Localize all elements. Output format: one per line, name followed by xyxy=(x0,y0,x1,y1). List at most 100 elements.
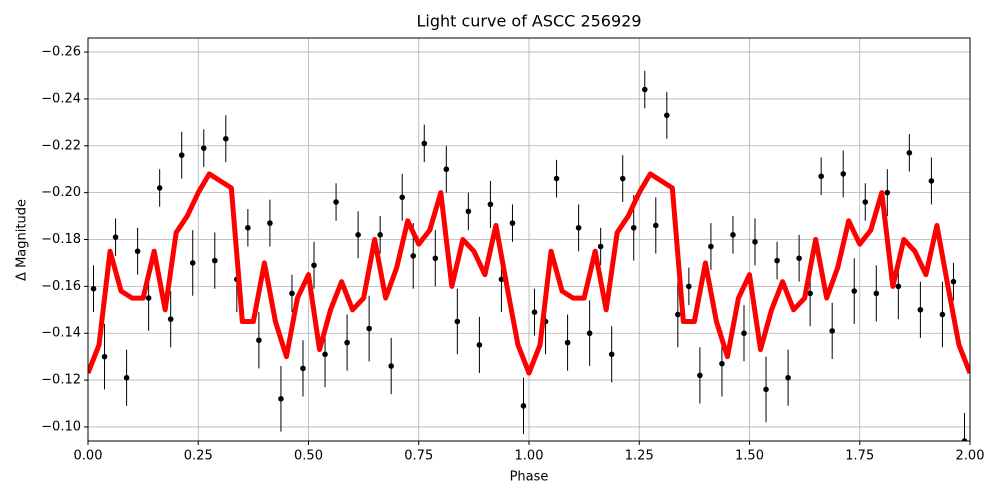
data-point xyxy=(112,234,119,240)
data-point xyxy=(189,260,196,266)
data-point xyxy=(796,255,802,262)
data-point xyxy=(156,185,163,191)
data-point xyxy=(553,175,560,182)
data-point xyxy=(410,253,417,259)
data-point xyxy=(454,318,461,325)
data-point xyxy=(178,152,185,158)
data-point xyxy=(719,360,725,367)
data-point xyxy=(278,396,284,402)
y-tick-label: −0.14 xyxy=(41,326,81,341)
data-point xyxy=(785,374,791,381)
x-tick-label: 0.00 xyxy=(74,449,103,464)
data-point xyxy=(476,342,483,348)
y-tick-label: −0.22 xyxy=(41,138,81,153)
y-tick-label: −0.16 xyxy=(41,279,81,294)
data-point xyxy=(619,175,626,182)
data-point xyxy=(377,232,383,238)
data-point xyxy=(664,112,670,119)
y-tick-label: −0.20 xyxy=(41,185,81,200)
data-point xyxy=(344,339,350,346)
data-point xyxy=(245,224,251,231)
data-point xyxy=(388,363,394,369)
data-point xyxy=(123,374,130,381)
y-tick-label: −0.26 xyxy=(41,45,81,60)
ticks: 0.00 0.25 0.50 0.75 1.00 1.25 1.50 1.75 2.00 −0.1… xyxy=(41,45,984,464)
data-point xyxy=(807,290,813,297)
data-point xyxy=(167,316,174,322)
data-point xyxy=(840,171,847,177)
data-point xyxy=(961,438,968,441)
data-point xyxy=(134,248,141,255)
x-tick-label: 1.50 xyxy=(735,449,764,464)
data-point xyxy=(300,365,306,372)
data-point xyxy=(399,194,406,201)
data-point xyxy=(730,232,736,238)
data-point xyxy=(101,353,108,360)
data-point xyxy=(575,224,582,231)
data-point xyxy=(366,325,372,332)
data-point xyxy=(311,262,317,269)
y-tick-label: −0.24 xyxy=(41,91,81,106)
data-point xyxy=(884,189,891,196)
data-point xyxy=(862,199,869,205)
data-point xyxy=(421,140,428,147)
data-point xyxy=(256,337,262,344)
data-point xyxy=(752,239,758,245)
data-point xyxy=(630,224,637,231)
data-point xyxy=(608,351,615,358)
data-point xyxy=(531,309,538,315)
data-point xyxy=(200,145,207,151)
data-point xyxy=(928,178,935,184)
data-point xyxy=(818,173,824,180)
data-point xyxy=(509,220,516,226)
data-point xyxy=(520,403,527,409)
x-tick-label: 1.25 xyxy=(625,449,654,464)
data-point xyxy=(432,255,439,262)
x-tick-label: 0.25 xyxy=(184,449,213,464)
y-tick-label: −0.12 xyxy=(41,373,81,388)
model-curve xyxy=(88,171,970,376)
data-point xyxy=(763,386,769,393)
data-point xyxy=(741,330,747,337)
x-axis-label: Phase xyxy=(510,470,549,485)
data-point xyxy=(211,257,218,264)
data-point xyxy=(895,283,902,290)
x-tick-label: 2.00 xyxy=(956,449,985,464)
data-point xyxy=(939,311,946,318)
data-point xyxy=(708,243,714,250)
data-point xyxy=(355,232,361,238)
data-point xyxy=(873,290,880,297)
y-tick-label: −0.10 xyxy=(41,419,81,434)
data-point xyxy=(597,243,604,250)
data-point xyxy=(697,372,703,379)
data-point xyxy=(90,285,97,292)
data-point xyxy=(322,351,328,358)
data-point xyxy=(498,276,505,283)
x-tick-label: 1.00 xyxy=(515,449,544,464)
x-tick-label: 1.75 xyxy=(845,449,874,464)
data-point xyxy=(829,328,835,334)
data-point xyxy=(851,288,858,294)
data-point xyxy=(333,199,339,205)
x-tick-label: 0.75 xyxy=(404,449,433,464)
data-point xyxy=(267,220,273,226)
data-point xyxy=(586,330,593,337)
data-point xyxy=(950,278,957,285)
data-point xyxy=(686,283,692,290)
data-point xyxy=(675,311,681,318)
data-point xyxy=(652,222,659,229)
data-point xyxy=(223,135,229,142)
data-point xyxy=(145,295,152,301)
data-point xyxy=(641,86,648,93)
chart-title: Light curve of ASCC 256929 xyxy=(416,12,641,31)
data-point xyxy=(487,201,494,208)
data-point xyxy=(465,208,472,215)
data-point xyxy=(289,290,295,297)
data-point xyxy=(774,257,780,264)
data-point xyxy=(917,306,924,313)
y-tick-label: −0.18 xyxy=(41,232,81,247)
x-tick-label: 0.50 xyxy=(294,449,323,464)
data-point xyxy=(906,150,913,156)
data-point xyxy=(443,166,450,173)
